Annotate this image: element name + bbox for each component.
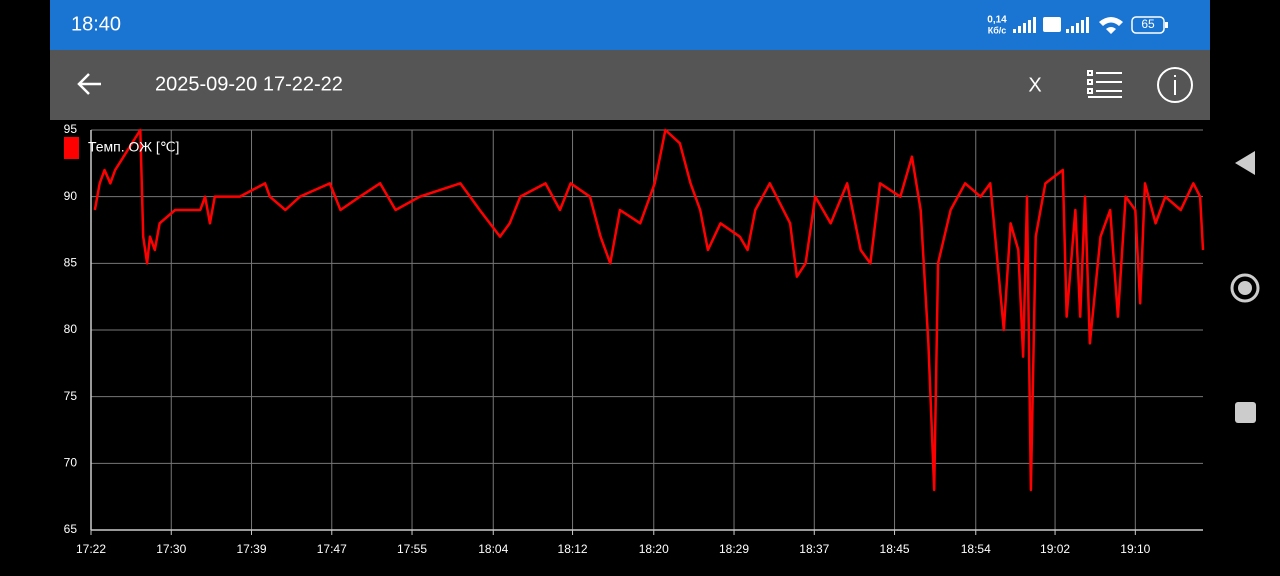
list-button[interactable] xyxy=(1087,70,1122,98)
chart: 65 70 75 80 85 90 95 17:22 17:30 17:39 17:47 17:55 1… xyxy=(64,122,1205,556)
data-line xyxy=(93,128,1205,492)
x-tick-label: 17:55 xyxy=(397,542,427,556)
x-tick-label: 18:04 xyxy=(478,542,508,556)
status-bar: 18:40 0,14 Кб/с 65 xyxy=(50,0,1210,50)
y-tick-label: 70 xyxy=(64,456,78,470)
legend-label: Темп. ОЖ [℃] xyxy=(88,139,179,155)
y-tick-label: 90 xyxy=(64,189,78,203)
toolbar-bg xyxy=(50,50,1210,120)
x-tick-label: 18:45 xyxy=(880,542,910,556)
close-button[interactable]: X xyxy=(1028,74,1041,96)
x-tick-label: 18:37 xyxy=(799,542,829,556)
x-tick-label: 19:02 xyxy=(1040,542,1070,556)
net-unit: Кб/с xyxy=(988,25,1007,35)
battery-frame xyxy=(1131,16,1165,34)
back-button[interactable] xyxy=(77,73,101,95)
x-tick-label: 19:10 xyxy=(1120,542,1150,556)
x-tick-label: 18:54 xyxy=(961,542,991,556)
nav-home-dot xyxy=(1238,281,1252,295)
x-tick-label: 17:22 xyxy=(76,542,106,556)
y-tick-label: 85 xyxy=(64,256,78,270)
toolbar: 2025-09-20 17-22-22 X xyxy=(50,50,1210,120)
toolbar-title: 2025-09-20 17-22-22 xyxy=(155,73,343,95)
battery-level: 65 xyxy=(1141,17,1155,31)
x-tick-label: 17:39 xyxy=(236,542,266,556)
clock: 18:40 xyxy=(71,13,121,35)
y-tick-label: 75 xyxy=(64,389,78,403)
nav-recents[interactable] xyxy=(1235,402,1256,423)
x-tick-label: 18:20 xyxy=(639,542,669,556)
x-tick-label: 17:30 xyxy=(156,542,186,556)
y-tick-label: 65 xyxy=(64,522,78,536)
battery-tip xyxy=(1165,22,1168,28)
nav-back[interactable] xyxy=(1235,151,1255,175)
nav-bar xyxy=(1230,151,1260,423)
y-tick-label: 80 xyxy=(64,322,78,336)
info-button[interactable] xyxy=(1157,67,1193,103)
x-tick-label: 18:12 xyxy=(558,542,588,556)
y-tick-label: 95 xyxy=(64,122,78,136)
status-bar-bg xyxy=(50,0,1210,50)
net-speed: 0,14 xyxy=(987,15,1007,26)
nav-home[interactable] xyxy=(1230,273,1260,303)
legend-swatch xyxy=(64,137,79,159)
x-tick-label: 17:47 xyxy=(317,542,347,556)
signal-icons xyxy=(1013,17,1123,34)
x-tick-label: 18:29 xyxy=(719,542,749,556)
